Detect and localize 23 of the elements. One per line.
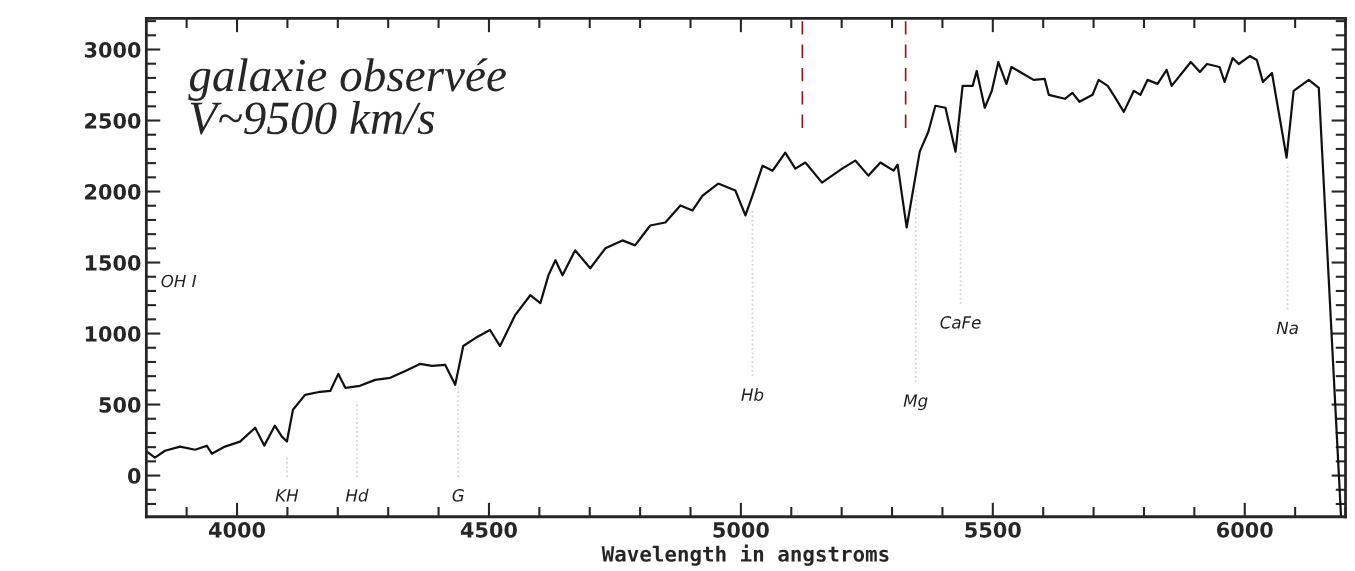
ref-line-label: Hd [345, 488, 369, 502]
x-tick-label: 5500 [965, 521, 1021, 538]
y-tick-label: 2500 [85, 112, 141, 129]
x-tick-label: 4000 [208, 521, 266, 538]
x-tick-label: 4500 [460, 521, 517, 538]
annotation: OH I [161, 274, 197, 288]
y-tick-label: 3000 [84, 41, 141, 58]
y-tick-label: 1500 [85, 255, 141, 271]
y-tick-label: 500 [99, 397, 141, 413]
x-axis-title: Wavelength in angstroms [601, 544, 889, 566]
x-tick-label: 6000 [1217, 521, 1273, 538]
ref-line-label: Na [1276, 321, 1298, 335]
ref-line-label: Mg [903, 394, 928, 411]
line-series [146, 54, 1343, 517]
ref-line-label: G [452, 489, 464, 502]
x-tick-label: 5000 [713, 521, 769, 538]
y-tick-label: 0 [127, 468, 141, 484]
annotation: galaxie observée V~9500 km/s [188, 58, 506, 135]
ref-line-label: KH [275, 489, 299, 502]
ref-line-label: CaFe [940, 316, 981, 329]
ref-line-label: Hb [741, 388, 764, 401]
y-tick-label: 1000 [85, 326, 141, 342]
y-tick-label: 2000 [85, 183, 141, 200]
